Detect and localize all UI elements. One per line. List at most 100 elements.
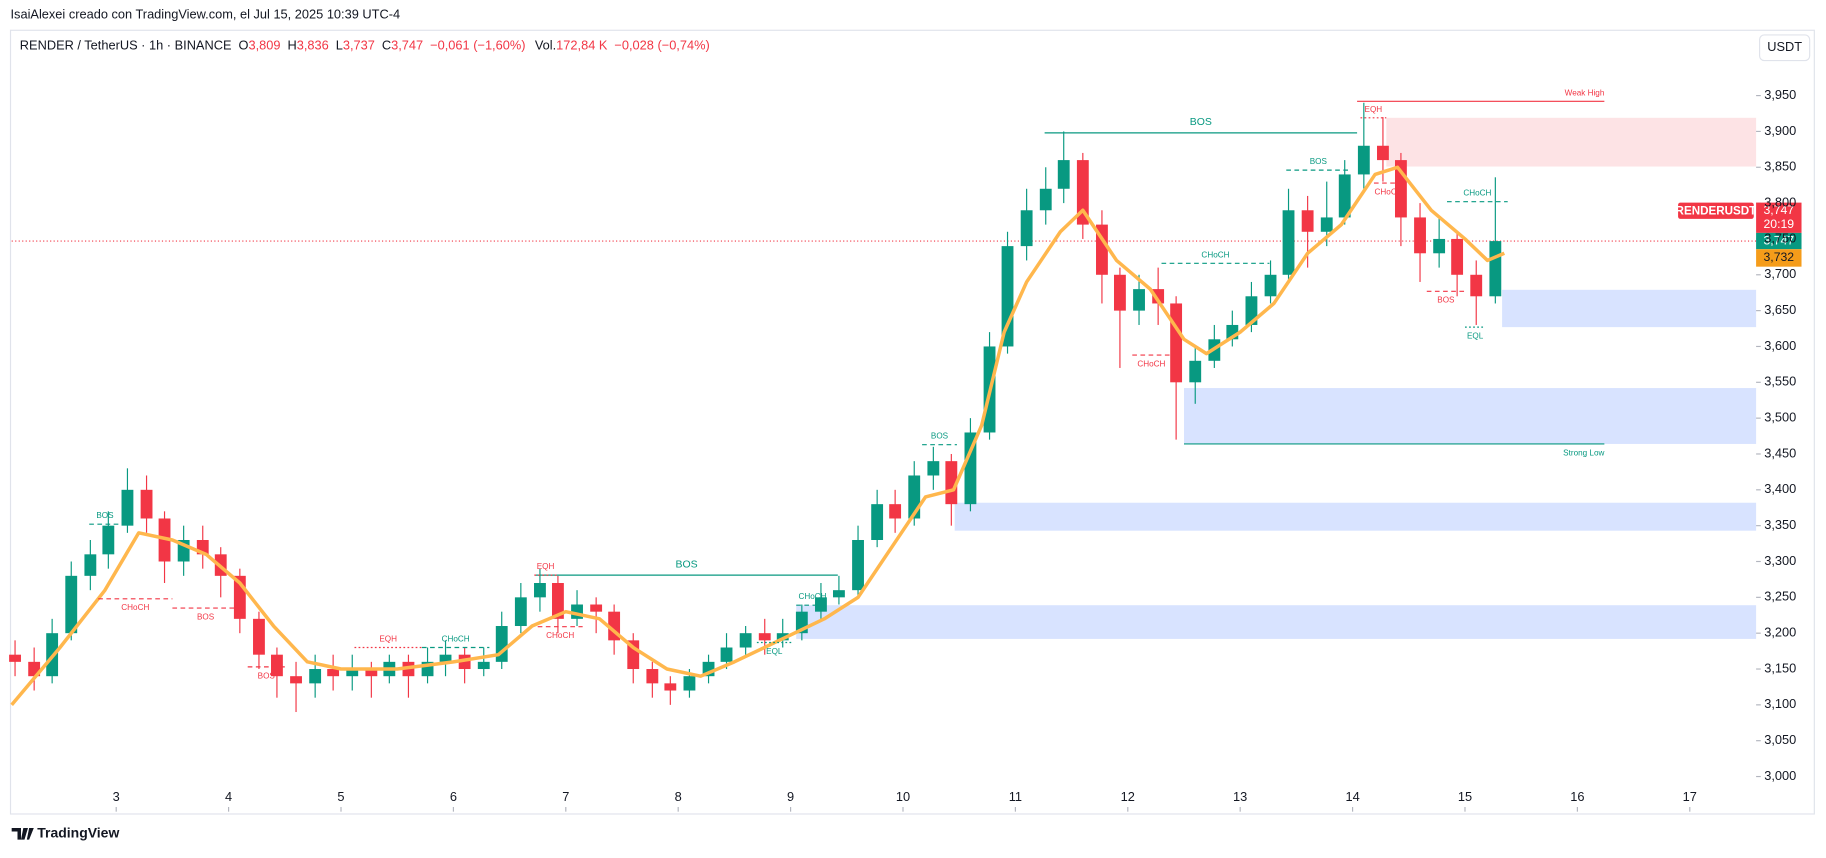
candle-body (1133, 289, 1145, 311)
logo-text: TradingView (37, 824, 119, 840)
structure-label: EQL (766, 647, 783, 656)
legend-line: RENDER / TetherUS · 1h · BINANCE O3,809 H3… (20, 38, 710, 53)
candle-body (795, 611, 808, 634)
candle-body (1096, 224, 1108, 275)
candle-body (514, 597, 527, 627)
logo-icon (11, 827, 34, 840)
candle-body (945, 461, 958, 505)
zone (954, 502, 1757, 531)
plot: BOS BOS Weak High Strong Low BOS CHoCH BOS BOS E… (9, 88, 1761, 812)
candle-body (720, 647, 733, 662)
candle-body (1076, 160, 1089, 225)
x-tick-label: 3 (113, 789, 120, 804)
candle-body (608, 611, 621, 641)
candle-body (177, 539, 190, 562)
structure-label: BOS (258, 671, 276, 680)
currency-button-text[interactable]: USDT (1767, 39, 1802, 54)
zone (1183, 388, 1757, 444)
candle-body (477, 661, 490, 670)
structure-label: CHoCH (1137, 360, 1165, 369)
x-tick-label: 8 (675, 789, 682, 804)
candle-body (309, 669, 322, 684)
x-tick-label: 6 (450, 789, 457, 804)
candle-body (1114, 274, 1126, 311)
candle-body (439, 654, 452, 662)
structure-label: EQH (537, 562, 555, 571)
candle-body (1338, 174, 1351, 218)
candle-body (346, 669, 359, 677)
y-tick-label: 3,250 (1764, 589, 1796, 604)
y-tick-label: 3,750 (1764, 230, 1796, 245)
x-tick-label: 17 (1683, 789, 1697, 804)
o-key: O (238, 38, 248, 53)
y-tick-label: 3,450 (1764, 445, 1796, 460)
bid-tag (1756, 232, 1802, 250)
candle-body (290, 676, 302, 684)
candle-body (776, 633, 789, 641)
candle-body (1020, 210, 1033, 247)
candle-body (28, 661, 41, 677)
x-tick-label: 10 (896, 789, 910, 804)
candle-body (1226, 324, 1239, 340)
o-val: 3,809 (248, 38, 280, 53)
candle-body (1170, 303, 1183, 383)
candle-body (233, 575, 246, 619)
candle-body (327, 669, 340, 677)
candle-body (534, 583, 546, 598)
candle-body (1357, 145, 1370, 175)
structure-label: BOS (1190, 117, 1212, 128)
x-tick-label: 11 (1009, 789, 1022, 804)
candle-body (833, 590, 845, 598)
candle-body (964, 432, 977, 505)
candle-body (815, 597, 827, 612)
candle-body (1264, 274, 1277, 297)
candle-body (253, 618, 265, 655)
candle-body (627, 640, 640, 670)
candle-body (664, 683, 677, 691)
last-tag-text: 3,747 (1764, 203, 1795, 217)
zone (1502, 289, 1757, 328)
candle-body (1489, 241, 1502, 297)
vol: 172,84 K (556, 38, 608, 53)
x-tick-label: 9 (787, 789, 794, 804)
candle-body (1152, 289, 1165, 304)
structure-label: EQH (379, 635, 397, 644)
candle-body (365, 669, 378, 677)
candle-body (271, 654, 283, 677)
symbol-tag-text: RENDERUSDT (1676, 204, 1757, 217)
candle-body (702, 661, 715, 677)
y-tick-label: 3,650 (1764, 302, 1796, 317)
candle-body (590, 604, 603, 612)
y-tick-label: 3,900 (1764, 123, 1796, 138)
candle-body (121, 489, 134, 526)
y-tick-label: 3,850 (1764, 159, 1796, 174)
candle-body (1245, 296, 1258, 325)
candle-body (852, 539, 864, 591)
structure-label: BOS (197, 613, 215, 622)
candle-body (871, 504, 884, 540)
change: −0,061 (−1,60%) (430, 38, 525, 53)
c-key: C (382, 38, 391, 53)
y-tick-label: 3,700 (1764, 266, 1796, 281)
candle-body (84, 554, 97, 576)
currency-button[interactable] (1759, 34, 1811, 62)
structure-label: BOS (1310, 157, 1328, 166)
candle-body (908, 475, 921, 519)
y-tick-label: 3,100 (1764, 696, 1796, 711)
y-tick-label: 3,500 (1764, 410, 1796, 425)
candle-body (1001, 246, 1014, 347)
y-tick-label: 3,150 (1764, 660, 1796, 675)
vol-change: −0,028 (−0,74%) (614, 38, 709, 53)
structure-label: EQH (1365, 105, 1383, 114)
symbol-tag (1678, 202, 1754, 219)
candle-body (683, 676, 696, 691)
structure-label: CHoCH (798, 592, 826, 601)
structure-label: EQL (1467, 332, 1484, 341)
x-tick-label: 14 (1345, 789, 1359, 804)
l-val: 3,737 (343, 38, 375, 53)
ema-line (10, 165, 1506, 706)
structure-label: Weak High (1565, 88, 1605, 97)
structure-label: CHoCH (442, 635, 470, 644)
